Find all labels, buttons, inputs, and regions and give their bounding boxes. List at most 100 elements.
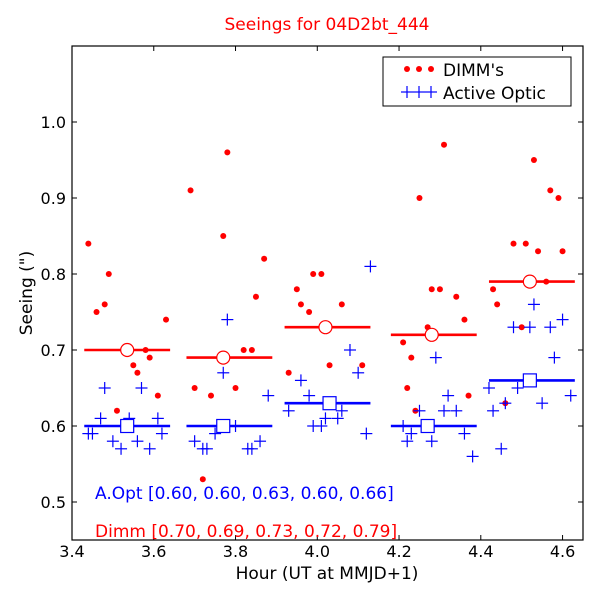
dimm-point bbox=[543, 278, 550, 285]
dimm-point bbox=[408, 354, 415, 361]
dimm-point bbox=[555, 195, 562, 201]
dimm-point bbox=[232, 385, 239, 391]
dimm-point bbox=[224, 149, 231, 156]
aopt-point bbox=[98, 382, 111, 394]
aopt-point bbox=[450, 404, 463, 417]
dimm-point bbox=[530, 157, 537, 163]
legend-box bbox=[382, 56, 572, 107]
dimm-point bbox=[240, 347, 247, 353]
dimm-point bbox=[306, 309, 313, 315]
dimm-point bbox=[187, 187, 194, 194]
x-tick-label: 4.4 bbox=[468, 542, 493, 561]
dimm-point bbox=[522, 240, 529, 247]
dimm-point bbox=[93, 309, 100, 315]
chart-title: Seeings for 04D2bt_444 bbox=[225, 15, 430, 35]
aopt-point bbox=[487, 404, 500, 417]
aopt-average-marker bbox=[420, 418, 435, 434]
aopt-point bbox=[282, 404, 295, 417]
dimm-point bbox=[465, 392, 472, 399]
dimm-point bbox=[326, 362, 333, 369]
dimm-point bbox=[461, 316, 468, 323]
aopt-point bbox=[335, 404, 348, 417]
aopt-point bbox=[442, 389, 455, 402]
aopt-point bbox=[319, 412, 332, 425]
dimm-point bbox=[428, 286, 435, 293]
legend-dimm-dot bbox=[428, 66, 434, 72]
dimm-point bbox=[252, 293, 259, 300]
legend-label-dimm: DIMM's bbox=[443, 61, 504, 81]
dimm-point bbox=[318, 271, 325, 277]
aopt-summary-annotation: A.Opt [0.60, 0.60, 0.63, 0.60, 0.66] bbox=[95, 484, 394, 504]
dimm-point bbox=[130, 362, 137, 369]
aopt-point bbox=[413, 404, 426, 417]
aopt-point bbox=[209, 427, 222, 440]
dimm-point bbox=[85, 240, 92, 247]
dimm-average-marker bbox=[424, 327, 439, 342]
dimm-point bbox=[416, 195, 423, 201]
dimm-point bbox=[207, 392, 214, 399]
y-tick-label: 0.7 bbox=[41, 341, 66, 360]
dimm-point bbox=[494, 301, 501, 308]
dimm-point bbox=[359, 362, 366, 369]
dimm-point bbox=[146, 354, 153, 361]
dimm-point bbox=[163, 316, 170, 323]
legend-dimm-marker bbox=[404, 66, 434, 72]
dimm-point bbox=[142, 347, 149, 353]
dimm-point bbox=[404, 385, 411, 391]
aopt-point bbox=[458, 427, 471, 440]
aopt-point bbox=[556, 313, 569, 326]
aopt-point bbox=[466, 450, 479, 463]
active-optic-series bbox=[82, 260, 577, 463]
aopt-point bbox=[343, 344, 356, 356]
dimm-point bbox=[518, 324, 525, 331]
aopt-point bbox=[106, 435, 119, 448]
dimm-point bbox=[199, 476, 206, 483]
dimm-point bbox=[220, 233, 227, 239]
dimm-point bbox=[248, 347, 255, 353]
legend-active-optic-marker bbox=[401, 86, 437, 98]
x-axis: 3.4 3.6 3.8 4.0 4.2 4.4 4.6 bbox=[59, 46, 575, 561]
dimm-point bbox=[510, 240, 517, 247]
aopt-point bbox=[405, 427, 418, 440]
aopt-point bbox=[425, 435, 438, 448]
dimm-point bbox=[310, 271, 317, 277]
dimm-point bbox=[490, 286, 497, 293]
dimm-average-marker bbox=[318, 320, 333, 335]
aopt-point bbox=[438, 404, 451, 417]
y-tick-label: 0.8 bbox=[41, 265, 66, 284]
aopt-average-marker bbox=[216, 418, 231, 434]
dimm-point bbox=[436, 286, 443, 293]
y-axis-label: Seeing (") bbox=[17, 251, 37, 336]
x-tick-label: 3.8 bbox=[223, 542, 248, 561]
dimm-point bbox=[154, 392, 161, 399]
dimm-average-marker bbox=[522, 274, 537, 289]
dimm-point bbox=[101, 301, 108, 308]
aopt-point bbox=[495, 442, 508, 455]
aopt-point bbox=[303, 389, 316, 402]
aopt-point bbox=[429, 351, 442, 364]
aopt-point bbox=[86, 427, 99, 440]
aopt-point bbox=[544, 321, 557, 334]
y-axis: 0.5 0.6 0.7 0.8 0.9 1.0 bbox=[41, 113, 583, 512]
x-tick-label: 3.4 bbox=[59, 542, 84, 561]
legend-aopt-plus bbox=[425, 86, 437, 98]
aopt-point bbox=[548, 351, 561, 364]
x-tick-label: 4.6 bbox=[550, 542, 575, 561]
aopt-point bbox=[131, 435, 144, 448]
aopt-point bbox=[536, 397, 549, 410]
aopt-point bbox=[155, 427, 168, 440]
aopt-point bbox=[262, 389, 275, 402]
aopt-point bbox=[200, 442, 213, 455]
aopt-point bbox=[245, 442, 258, 455]
dimm-average-marker bbox=[120, 342, 135, 358]
plot-area bbox=[71, 45, 584, 541]
dimm-average-marker bbox=[216, 350, 231, 365]
y-tick-label: 1.0 bbox=[41, 113, 66, 132]
x-tick-label: 4.0 bbox=[305, 542, 330, 561]
aopt-point bbox=[352, 366, 365, 379]
aopt-point bbox=[331, 412, 344, 425]
aopt-point bbox=[221, 313, 234, 326]
y-tick-label: 0.5 bbox=[41, 493, 66, 512]
aopt-point bbox=[315, 420, 328, 432]
dimm-point bbox=[400, 339, 407, 346]
